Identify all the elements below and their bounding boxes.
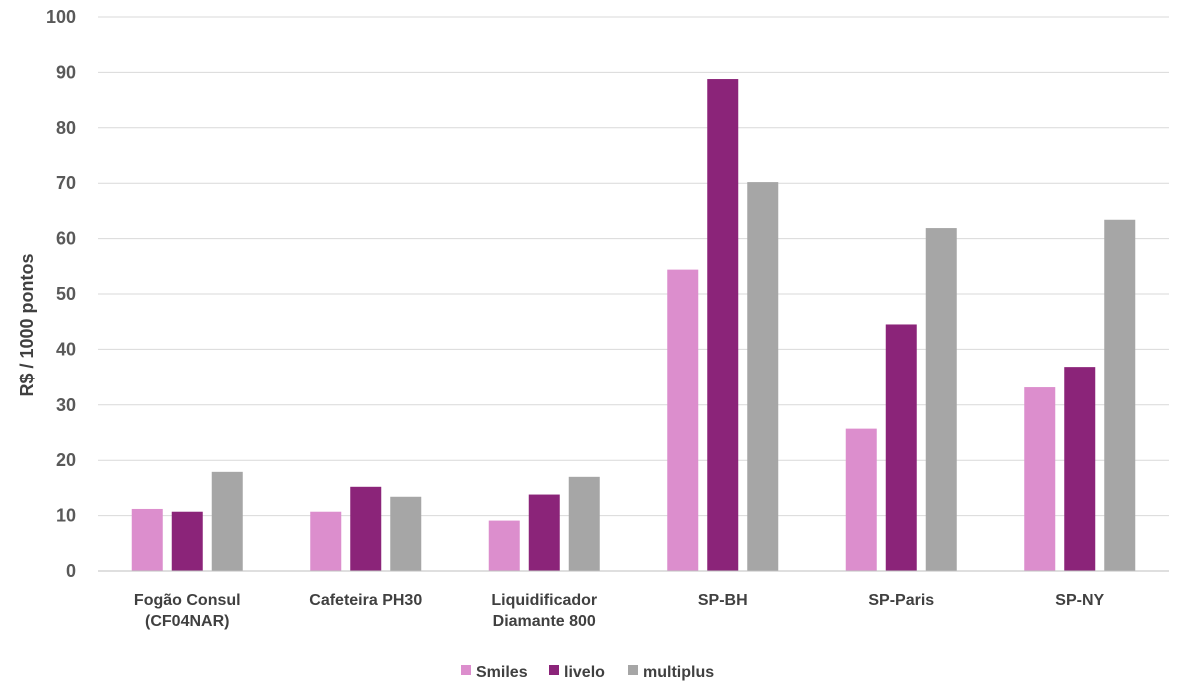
y-tick-label: 50 <box>56 284 76 304</box>
x-category-label: Cafeteira PH30 <box>309 592 422 609</box>
legend-label: Smiles <box>476 664 528 681</box>
bar-smiles-3 <box>667 269 699 571</box>
legend-swatch <box>461 665 471 675</box>
bar-livelo-3 <box>707 79 739 571</box>
bar-smiles-4 <box>845 428 877 571</box>
x-category-label: SP-Paris <box>868 592 934 609</box>
y-tick-label: 40 <box>56 339 76 359</box>
x-category-label: SP-NY <box>1055 592 1104 609</box>
y-tick-label: 80 <box>56 118 76 138</box>
y-tick-label: 100 <box>46 7 76 27</box>
y-tick-label: 10 <box>56 506 76 526</box>
legend-swatch <box>628 665 638 675</box>
x-category-label: (CF04NAR) <box>145 613 229 630</box>
y-tick-label: 0 <box>66 561 76 581</box>
y-axis-ticks: 0 10 20 30 40 50 60 70 80 90 100 <box>46 7 76 581</box>
bar-smiles-0 <box>131 508 163 571</box>
bar-multiplus-4 <box>925 228 957 571</box>
bar-multiplus-1 <box>390 496 422 571</box>
legend-item-smiles: Smiles <box>461 664 528 681</box>
bar-multiplus-3 <box>747 182 779 572</box>
bar-livelo-1 <box>350 486 382 571</box>
y-tick-label: 20 <box>56 450 76 470</box>
bar-multiplus-2 <box>568 476 600 571</box>
y-tick-label: 30 <box>56 395 76 415</box>
legend-label: multiplus <box>643 664 714 681</box>
x-axis-categories: Fogão Consul (CF04NAR) Cafeteira PH30 Liqui… <box>134 592 1105 630</box>
bar-multiplus-5 <box>1104 219 1136 571</box>
x-category-label: Diamante 800 <box>493 613 596 630</box>
bar-smiles-2 <box>488 520 520 571</box>
bar-smiles-5 <box>1024 387 1056 571</box>
legend-swatch <box>549 665 559 675</box>
bar-livelo-4 <box>885 324 917 571</box>
legend-item-livelo: livelo <box>549 664 605 681</box>
bar-multiplus-0 <box>211 471 243 571</box>
bar-livelo-5 <box>1064 367 1096 571</box>
bars <box>131 79 1136 572</box>
legend-label: livelo <box>564 664 605 681</box>
x-category-label: SP-BH <box>698 592 748 609</box>
y-tick-label: 90 <box>56 62 76 82</box>
bar-livelo-0 <box>171 511 203 571</box>
y-tick-label: 60 <box>56 229 76 249</box>
legend-item-multiplus: multiplus <box>628 664 714 681</box>
bar-smiles-1 <box>310 511 342 571</box>
x-category-label: Liquidificador <box>491 592 597 609</box>
gridlines <box>98 16 1169 517</box>
x-category-label: Fogão Consul <box>134 592 241 609</box>
legend: Smiles livelo multiplus <box>461 664 714 681</box>
bar-livelo-2 <box>528 494 560 571</box>
y-tick-label: 70 <box>56 173 76 193</box>
y-axis-label: R$ / 1000 pontos <box>17 253 37 396</box>
